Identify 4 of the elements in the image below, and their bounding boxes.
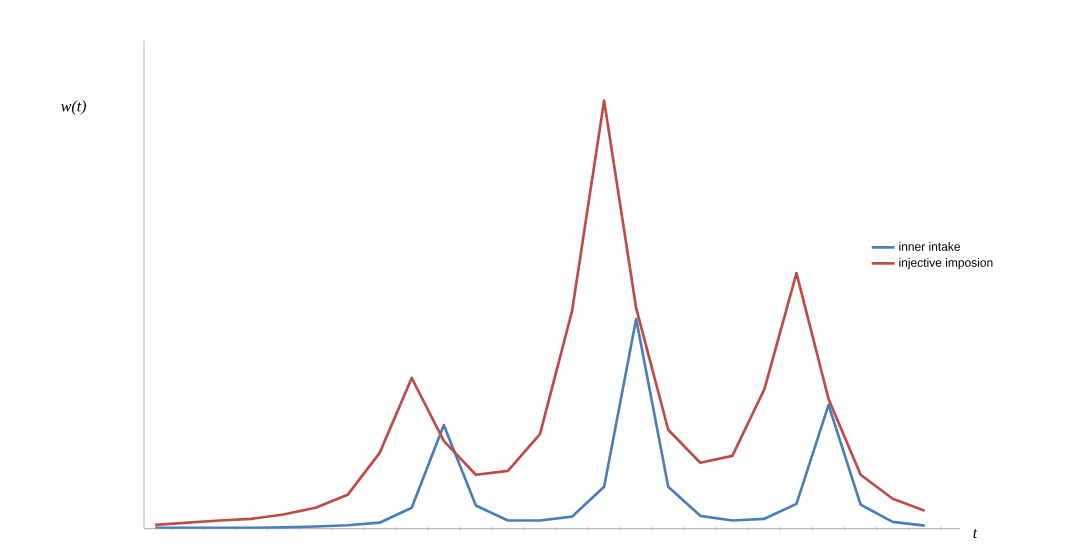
legend-label: injective imposion (899, 258, 993, 270)
legend-label: inner intake (899, 242, 961, 251)
y-axis-title: w(t) (61, 100, 86, 115)
x-axis-title: t (973, 528, 978, 539)
